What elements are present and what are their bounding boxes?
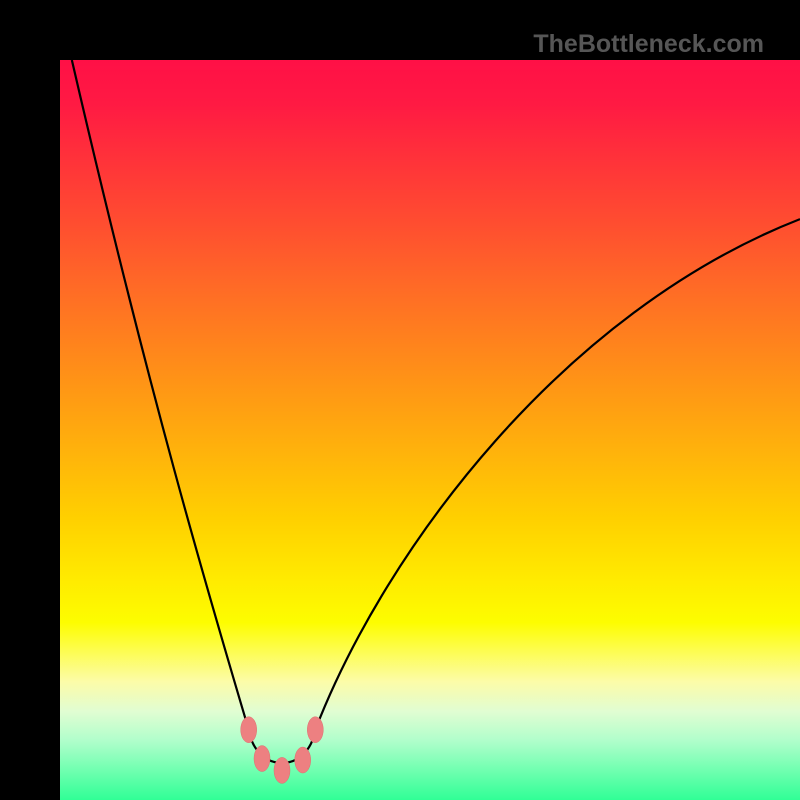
gradient-background	[60, 60, 800, 800]
watermark-text: TheBottleneck.com	[533, 30, 764, 59]
curve-marker	[241, 717, 257, 743]
curve-marker	[307, 717, 323, 743]
curve-marker	[274, 757, 290, 783]
chart-frame: TheBottleneck.com	[0, 0, 800, 800]
plot-area	[60, 60, 800, 800]
curve-marker	[254, 746, 270, 772]
chart-svg	[60, 60, 800, 800]
curve-marker	[295, 747, 311, 773]
